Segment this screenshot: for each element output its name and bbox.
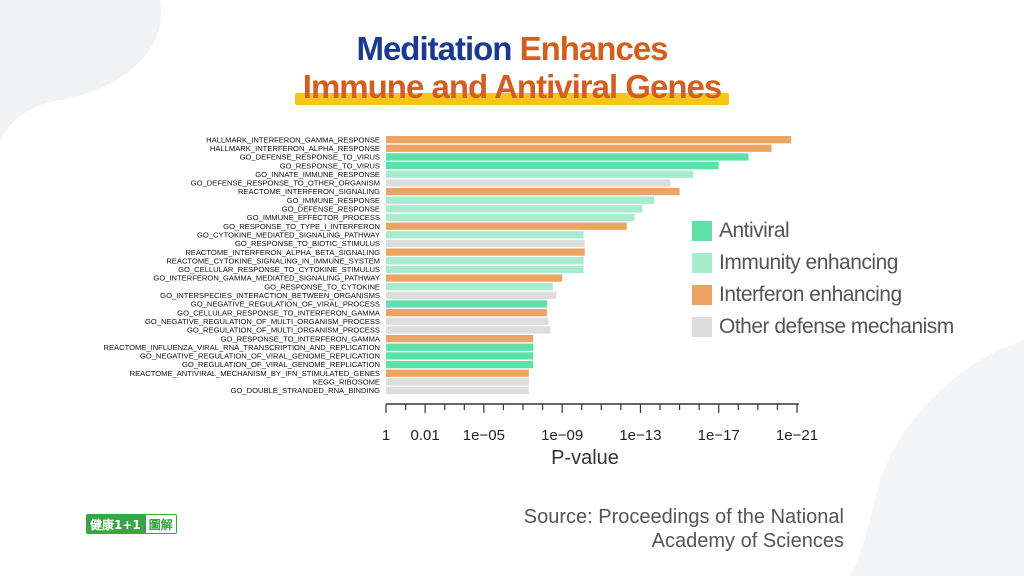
bar — [386, 386, 529, 395]
bar-label: GO_INNATE_IMMUNE_RESPONSE — [255, 170, 380, 179]
bar — [386, 300, 547, 308]
x-tick-label: 1 — [382, 427, 390, 444]
bar-label: HALLMARK_INTERFERON_ALPHA_RESPONSE — [210, 144, 380, 153]
bar — [386, 179, 671, 187]
legend-label-other-defense: Other defense mechanism — [719, 315, 954, 338]
bar — [386, 283, 553, 291]
bar — [386, 222, 627, 230]
bar — [386, 248, 585, 256]
bar — [386, 265, 584, 274]
chart-title: Meditation Enhances Immune and Antiviral… — [0, 30, 1024, 106]
legend: Antiviral Immunity enhancing Interferon … — [692, 215, 954, 343]
bar-label: REACTOME_INTERFERON_ALPHA_BETA_SIGNALING — [185, 248, 380, 257]
x-tick-label: 1e−21 — [776, 427, 818, 444]
bar-label: KEGG_RIBOSOME — [313, 378, 380, 387]
bar-label: HALLMARK_INTERFERON_GAMMA_RESPONSE — [206, 135, 380, 144]
legend-item-interferon-enhancing: Interferon enhancing — [692, 279, 954, 311]
bar — [386, 170, 694, 178]
legend-label-interferon-enhancing: Interferon enhancing — [719, 283, 902, 306]
bar — [386, 369, 529, 377]
x-tick-label: 0.01 — [411, 427, 440, 444]
legend-item-antiviral: Antiviral — [692, 215, 954, 247]
x-tick-label: 1e−13 — [619, 427, 661, 444]
source-credit: Source: Proceedings of the National Acad… — [524, 505, 844, 553]
x-axis-label: P-value — [551, 447, 619, 469]
title-part-1: Meditation — [356, 30, 512, 67]
bar — [386, 343, 534, 351]
title-part-2: Enhances — [519, 30, 669, 67]
bar-label: GO_RESPONSE_TO_INTERFERON_GAMMA — [221, 334, 381, 343]
bar — [386, 309, 547, 317]
bar — [386, 239, 585, 248]
bar-label: GO_NEGATIVE_REGULATION_OF_VIRAL_GENOME_R… — [140, 352, 380, 361]
logo-part-2: 圖解 — [144, 514, 177, 534]
bar-label: GO_NEGATIVE_REGULATION_OF_MULTI_ORGANISM… — [145, 317, 380, 326]
bar — [386, 317, 549, 325]
bar-label: GO_RESPONSE_TO_BIOTIC_STIMULUS — [235, 239, 380, 248]
legend-swatch-immunity-enhancing — [692, 253, 712, 273]
bar-label: GO_DEFENSE_RESPONSE_TO_OTHER_ORGANISM — [191, 179, 380, 188]
bar-label: REACTOME_INTERFERON_SIGNALING — [238, 187, 380, 196]
legend-item-other-defense: Other defense mechanism — [692, 311, 954, 343]
bar — [386, 378, 529, 386]
title-highlight — [294, 93, 730, 105]
source-line-1: Source: Proceedings of the National — [523, 506, 844, 528]
bar — [386, 231, 584, 239]
bar — [386, 352, 534, 360]
x-tick-label: 1e−09 — [541, 427, 583, 444]
bar-label: GO_INTERSPECIES_INTERACTION_BETWEEN_ORGA… — [160, 291, 380, 300]
bar-label: GO_CELLULAR_RESPONSE_TO_INTERFERON_GAMMA — [177, 308, 381, 317]
bar-label: GO_INTERFERON_GAMMA_MEDIATED_SIGNALING_P… — [153, 274, 380, 283]
bar-label: GO_DOUBLE_STRANDED_RNA_BINDING — [231, 386, 380, 395]
legend-item-immunity-enhancing: Immunity enhancing — [692, 247, 954, 279]
legend-swatch-other-defense — [692, 317, 712, 337]
legend-swatch-interferon-enhancing — [692, 285, 712, 305]
bar-label: GO_IMMUNE_RESPONSE — [287, 196, 380, 205]
bar — [386, 360, 534, 369]
bar-label: GO_CYTOKINE_MEDIATED_SIGNALING_PATHWAY — [197, 230, 380, 239]
bar — [386, 161, 719, 170]
bar-label: REACTOME_INFLUENZA_VIRAL_RNA_TRANSCRIPTI… — [103, 343, 380, 352]
bar — [386, 326, 551, 334]
bar-label: REACTOME_ANTIVIRAL_MECHANISM_BY_IFN_STIM… — [130, 369, 380, 378]
bar-label: GO_RESPONSE_TO_CYTOKINE — [264, 282, 380, 291]
bar-label: GO_NEGATIVE_REGULATION_OF_VIRAL_PROCESS — [191, 300, 380, 309]
legend-label-antiviral: Antiviral — [719, 219, 790, 242]
bar-label: GO_CELLULAR_RESPONSE_TO_CYTOKINE_STIMULU… — [178, 265, 380, 274]
bar — [386, 187, 680, 196]
bar — [386, 136, 792, 144]
bar — [386, 144, 772, 152]
bar — [386, 334, 534, 343]
bar — [386, 274, 563, 282]
bar — [386, 205, 643, 213]
bar-label: GO_IMMUNE_EFFECTOR_PROCESS — [247, 213, 380, 222]
title-line-2: Immune and Antiviral Genes — [302, 68, 722, 105]
bar-label: REACTOME_CYTOKINE_SIGNALING_IN_IMMUNE_SY… — [166, 256, 380, 265]
source-line-2: Academy of Sciences — [651, 530, 844, 552]
x-tick-label: 1e−17 — [698, 427, 740, 444]
bar — [386, 291, 557, 299]
bar — [386, 213, 635, 222]
logo-part-1: 健康1+1 — [86, 514, 145, 534]
bar-label: GO_REGULATION_OF_MULTI_ORGANISM_PROCESS — [187, 326, 380, 335]
bar-label: GO_DEFENSE_RESPONSE — [282, 205, 380, 214]
bar — [386, 196, 655, 204]
legend-label-immunity-enhancing: Immunity enhancing — [719, 251, 898, 274]
x-tick-label: 1e−05 — [463, 427, 505, 444]
brand-logo: 健康1+1 圖解 — [86, 514, 177, 534]
bar-label: GO_RESPONSE_TO_VIRUS — [280, 161, 380, 170]
bar — [386, 257, 584, 265]
bar-label: GO_REGULATION_OF_VIRAL_GENOME_REPLICATIO… — [182, 360, 380, 369]
bar-label: GO_DEFENSE_RESPONSE_TO_VIRUS — [240, 153, 380, 162]
bar-label: GO_RESPONSE_TO_TYPE_I_INTERFERON — [223, 222, 380, 231]
legend-swatch-antiviral — [692, 221, 712, 241]
bar — [386, 153, 749, 161]
